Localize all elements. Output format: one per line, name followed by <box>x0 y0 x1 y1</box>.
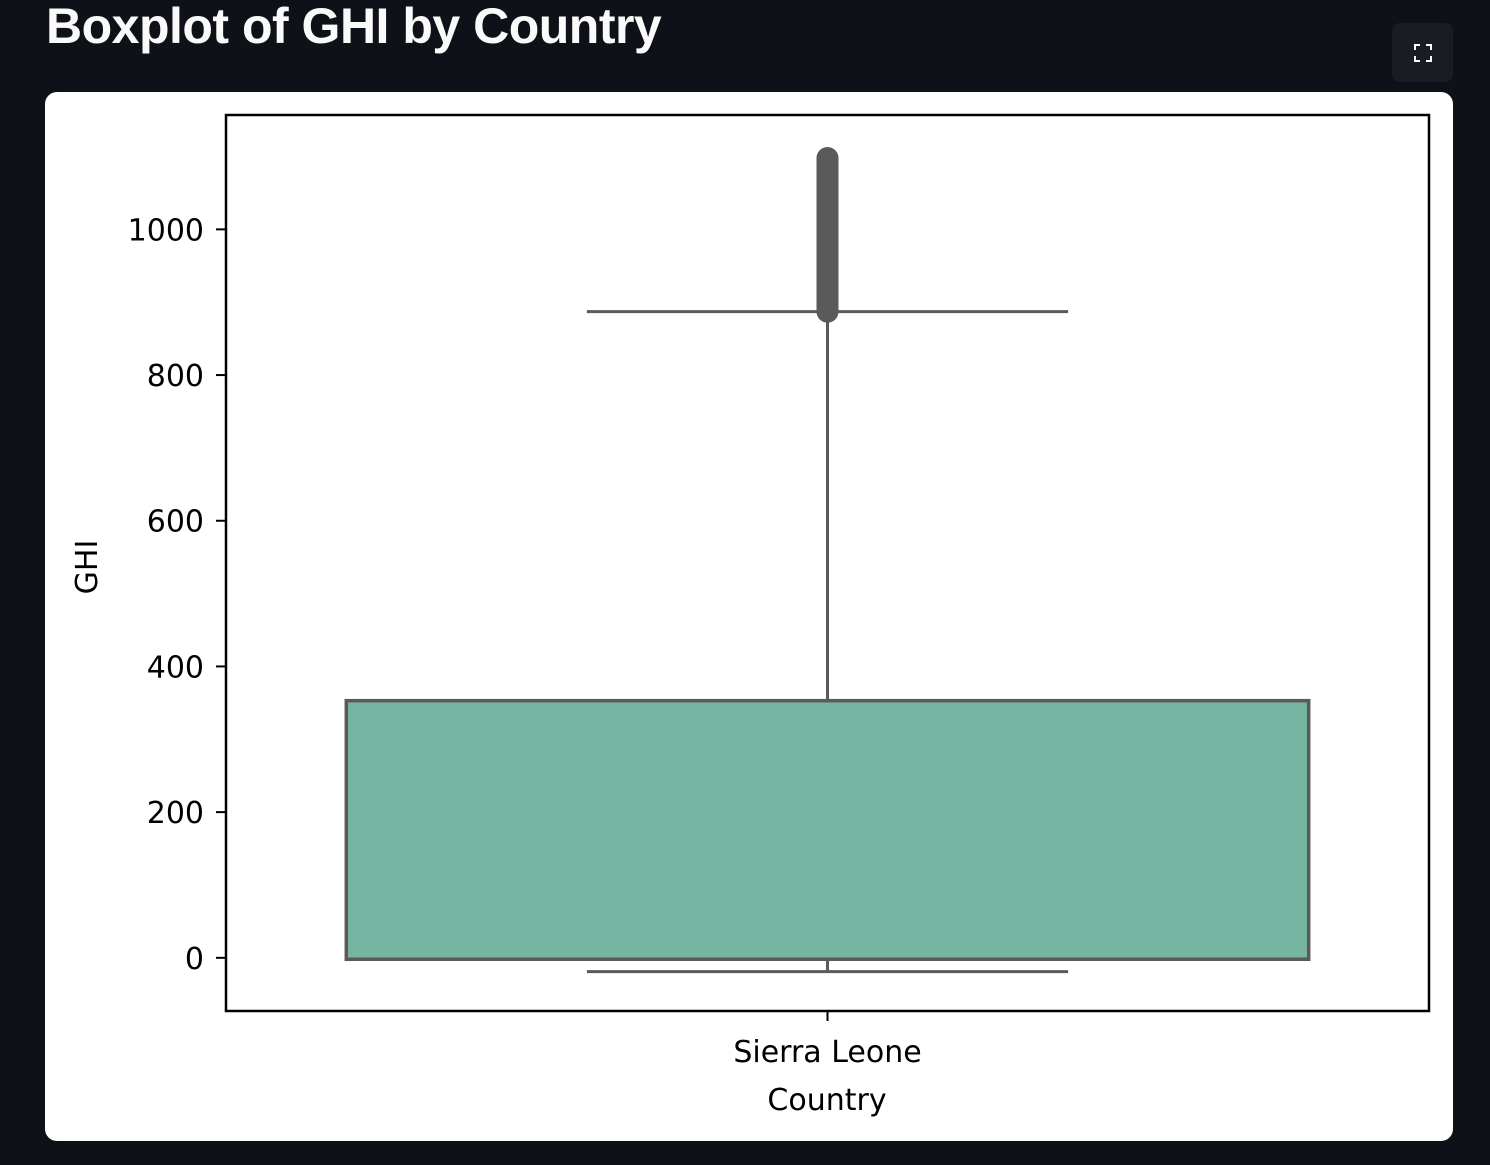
y-tick-label-400: 400 <box>147 650 204 685</box>
fullscreen-expand-icon <box>1413 43 1432 62</box>
page-title: Boxplot of GHI by Country <box>46 0 662 54</box>
y-tick-label-1000: 1000 <box>128 213 204 248</box>
x-tick-label-sierra-leone: Sierra Leone <box>733 1035 921 1070</box>
boxplot-chart: 0 200 400 600 800 1000 Sierra Leone GHI Countr… <box>70 113 1431 1118</box>
y-tick-label-0: 0 <box>185 942 204 977</box>
y-axis-title: GHI <box>70 540 105 595</box>
y-tick-label-800: 800 <box>147 359 204 394</box>
box-sierra-leone <box>344 698 1311 962</box>
fullscreen-button[interactable] <box>1392 23 1453 82</box>
y-tick-label-600: 600 <box>147 505 204 540</box>
chart-container: 0 200 400 600 800 1000 Sierra Leone GHI Countr… <box>45 92 1453 1141</box>
y-tick-label-200: 200 <box>147 796 204 831</box>
x-axis-title: Country <box>767 1083 886 1118</box>
